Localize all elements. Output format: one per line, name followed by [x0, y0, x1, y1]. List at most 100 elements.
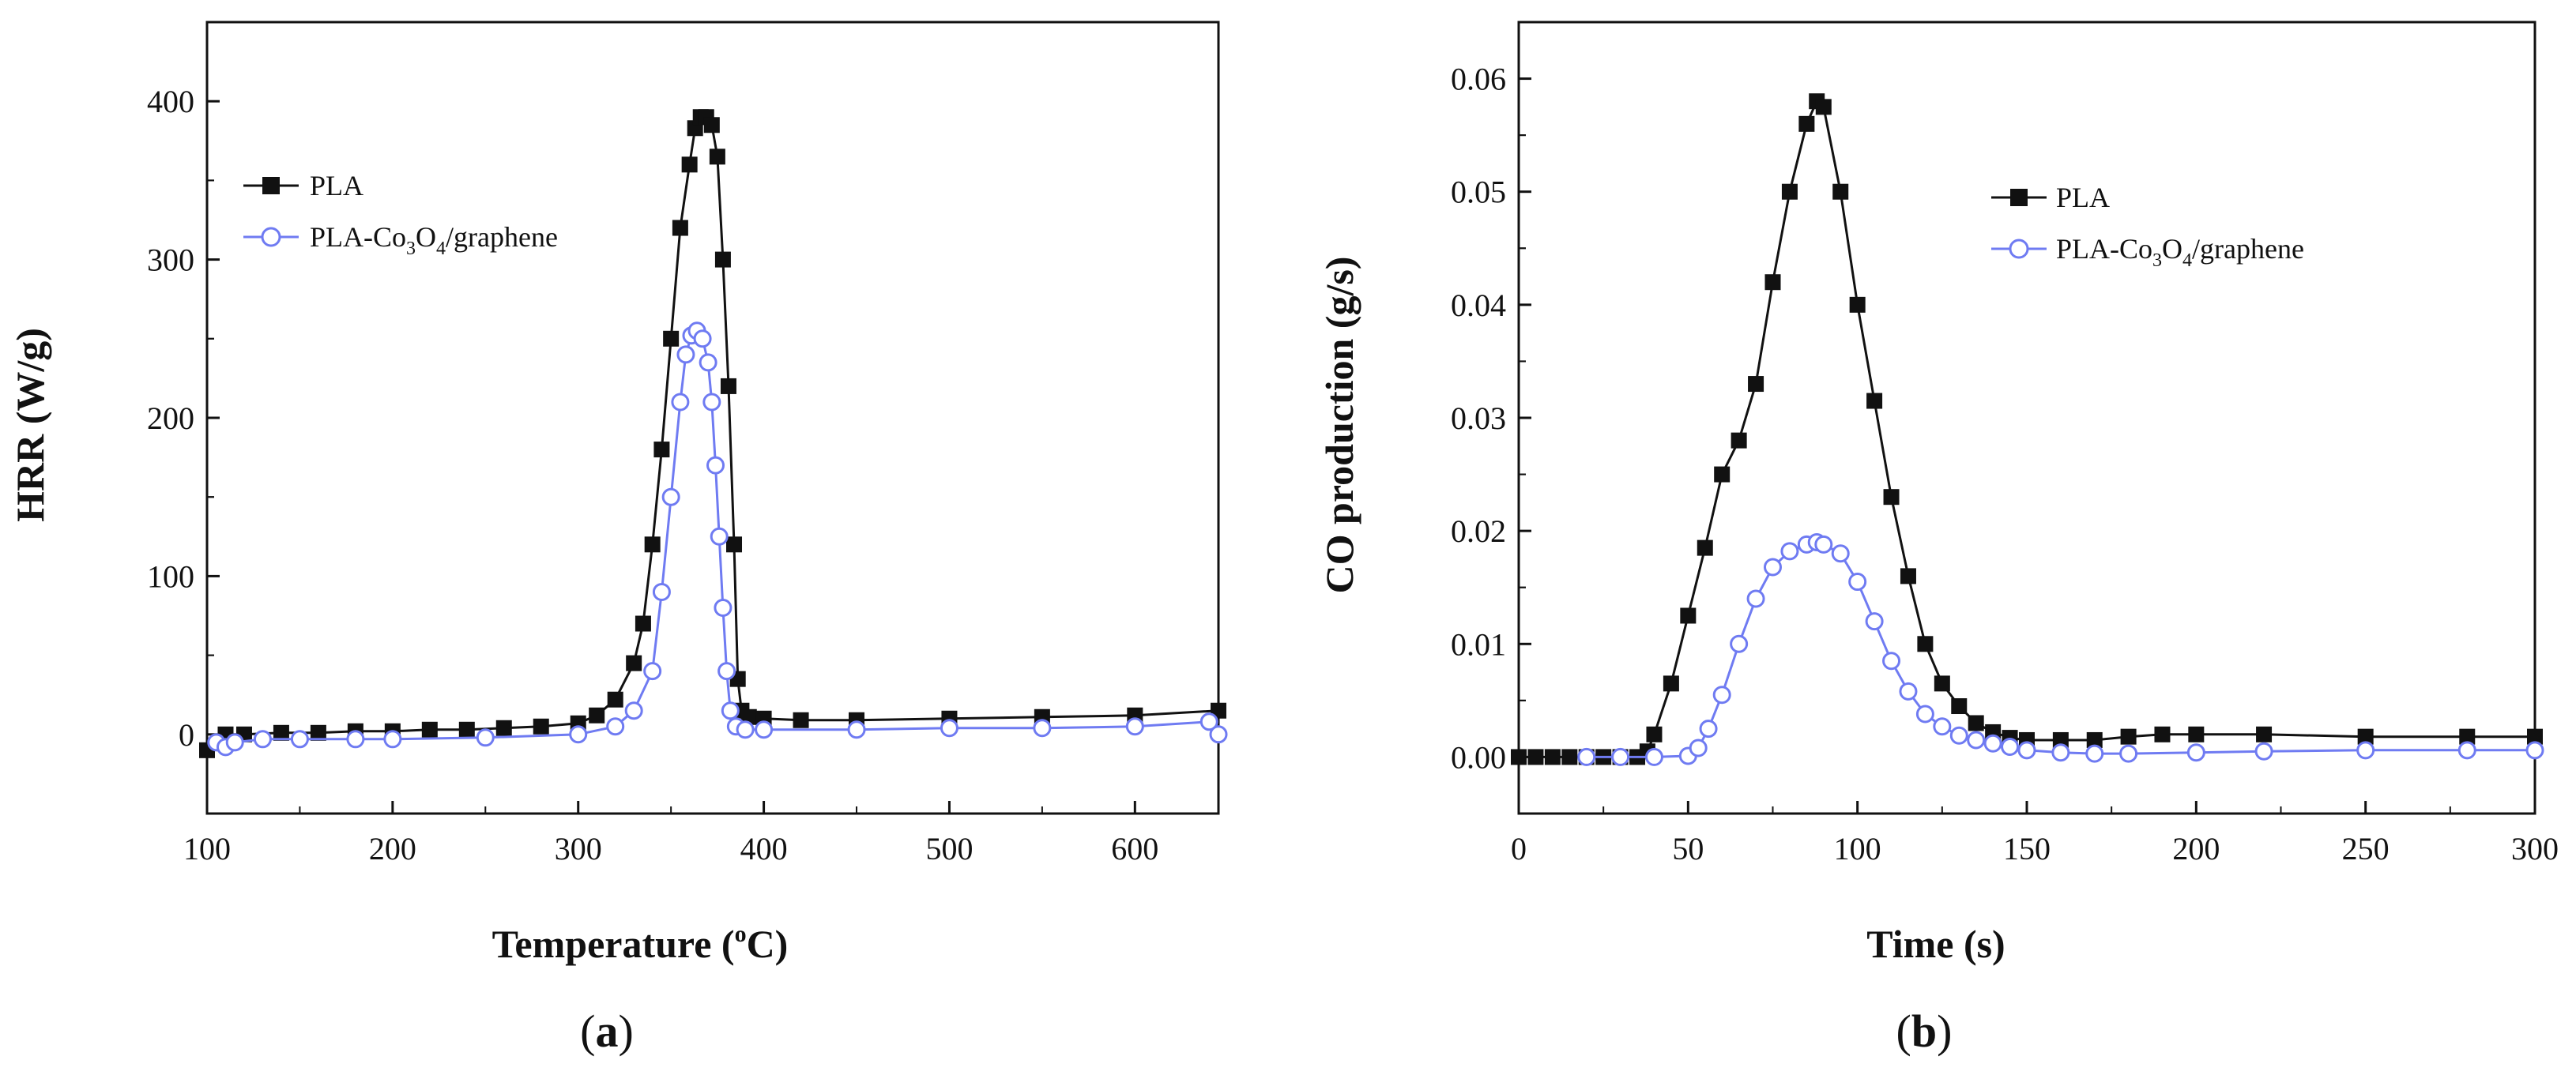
panel-b-point-pla-co3o4-graphene [1814, 535, 1833, 554]
panel-b-x-tick-label: 50 [1672, 831, 1704, 866]
panel-b-point-pla [2154, 726, 2171, 742]
panel-a-series [199, 109, 1228, 758]
panel-b-point-pla-co3o4-graphene [1967, 731, 1986, 750]
panel-b-point-pla [1781, 183, 1798, 200]
panel-a-point-pla [495, 720, 512, 736]
panel-a-point-pla [726, 536, 743, 553]
panel-b-y-tick-label: 0.02 [1451, 513, 1506, 549]
panel-a-point-pla-co3o4-graphene [476, 728, 495, 747]
panel-a-point-pla-co3o4-graphene [693, 329, 712, 348]
panel-a-legend-marker-pla [262, 177, 280, 194]
panel-b-point-pla [1663, 675, 1679, 692]
panel-b-legend-label-part-3: /graphene [2192, 233, 2304, 265]
panel-b-legend-label-pla: PLA [2056, 182, 2110, 213]
panel-b-point-pla [1731, 432, 1747, 449]
panel-b-point-pla [1866, 393, 1883, 409]
panel-a-point-pla [793, 712, 809, 728]
panel-a-legend-label-part-3: /graphene [446, 221, 558, 253]
panel-a-point-pla-co3o4-graphene [569, 725, 588, 744]
panel-a-point-pla-co3o4-graphene [721, 701, 740, 720]
panel-a-caption-open: ( [580, 1005, 595, 1057]
panel-b-point-pla-co3o4-graphene [1712, 686, 1731, 705]
panel-b-x-tick-label: 200 [2172, 831, 2220, 866]
panel-a: 100 200 300 400 500 600 0 100 200 300 400 HRR (W/g… [8, 21, 1228, 1057]
panel-a-point-pla-co3o4-graphene [225, 733, 244, 752]
panel-a-point-pla-co3o4-graphene [1199, 712, 1218, 731]
panel-b-legend-label-part-1: PLA-Co [2056, 233, 2152, 265]
panel-b-point-pla [2120, 728, 2137, 745]
panel-a-point-pla-co3o4-graphene [706, 456, 725, 475]
panel-b-point-pla [1798, 115, 1815, 132]
panel-a-y-tick-label: 400 [147, 84, 194, 119]
panel-a-point-pla-co3o4-graphene [1033, 719, 1052, 738]
panel-b-point-pla-co3o4-graphene [2017, 741, 2036, 760]
panel-a-point-pla-co3o4-graphene [717, 662, 736, 681]
panel-b-point-pla [1511, 749, 1527, 765]
panel-a-point-pla [720, 378, 736, 394]
panel-a-y-axis-title: HRR (W/g) [8, 328, 52, 522]
panel-b-point-pla [2052, 731, 2069, 748]
panel-a-legend-label-sub-2: 4 [436, 239, 446, 259]
panel-b-point-pla-co3o4-graphene [2525, 741, 2544, 760]
panel-b-point-pla [1764, 274, 1781, 291]
panel-b-y-tick-label: 0.01 [1451, 626, 1506, 662]
panel-b-x-tick-label: 250 [2342, 831, 2390, 866]
panel-b-point-pla [1646, 726, 1663, 742]
panel-b-series [1511, 93, 2544, 766]
panel-b-point-pla-co3o4-graphene [1644, 747, 1663, 766]
panel-b-point-pla [1748, 376, 1764, 393]
panel-a-point-pla-co3o4-graphene [699, 353, 717, 372]
panel-a-legend-label-pla-text: PLA [310, 170, 363, 201]
panel-b-point-pla-co3o4-graphene [1882, 652, 1901, 671]
panel-b-legend-label-part-2: O [2162, 233, 2182, 265]
panel-a-point-pla-co3o4-graphene [710, 527, 729, 546]
panel-b-point-pla-co3o4-graphene [2186, 743, 2205, 762]
panel-b-point-pla [1544, 749, 1561, 765]
panel-a-point-pla [714, 251, 731, 268]
panel-b-point-pla [2527, 728, 2543, 745]
panel-b-point-pla-co3o4-graphene [1831, 544, 1850, 563]
panel-a-point-pla-co3o4-graphene [755, 720, 774, 739]
panel-a-series-pla-co3o4-graphene [207, 321, 1228, 757]
panel-a-caption-close: ) [619, 1005, 634, 1057]
panel-a-point-pla-co3o4-graphene [383, 730, 402, 749]
panel-a-point-pla-co3o4-graphene [652, 582, 671, 601]
panel-a-point-pla [635, 615, 651, 632]
panel-b-x-tick-label: 150 [2003, 831, 2051, 866]
panel-a-point-pla [681, 156, 698, 173]
panel-b-point-pla [2459, 728, 2476, 745]
panel-b-y-axis-title: CO production (g/s) [1317, 257, 1361, 594]
panel-b-point-pla [2188, 726, 2205, 742]
panel-b-y-tick-label: 0.06 [1451, 62, 1506, 97]
panel-a-point-pla-co3o4-graphene [714, 598, 733, 617]
panel-a-x-axis-title-degree: o [735, 921, 747, 947]
panel-b-point-pla-co3o4-graphene [1611, 747, 1630, 766]
panel-a-y-tick-label: 300 [147, 242, 194, 278]
panel-a-y-tick-label: 0 [179, 717, 194, 753]
panel-b-y-tick-label: 0.00 [1451, 739, 1506, 775]
panel-a-legend-label-pla: PLA [310, 170, 363, 201]
panel-a-point-pla [703, 117, 720, 133]
panel-b-legend: PLA PLA-Co3O4/graphene [1991, 182, 2304, 271]
panel-a-caption: (a) [580, 1005, 634, 1057]
panel-b-point-pla-co3o4-graphene [1699, 720, 1718, 739]
panel-b-point-pla-co3o4-graphene [1865, 612, 1884, 631]
panel-a-x-tick-label: 100 [183, 831, 231, 866]
panel-b-caption: (b) [1896, 1005, 1953, 1057]
panel-b-legend-label-pla-text: PLA [2056, 182, 2110, 213]
panel-b-caption-letter: b [1911, 1005, 1937, 1057]
panel-a-point-pla [310, 724, 326, 741]
panel-b-point-pla-co3o4-graphene [1933, 717, 1952, 736]
panel-a-x-axis-title: Temperature (oC) [492, 921, 789, 966]
panel-a-point-pla-co3o4-graphene [661, 487, 680, 506]
panel-b-point-pla-co3o4-graphene [1746, 589, 1765, 608]
panel-a-point-pla [273, 724, 289, 741]
panel-b-point-pla-co3o4-graphene [2085, 744, 2104, 763]
panel-b-point-pla [1561, 749, 1578, 765]
panel-b-legend-marker-pla [2010, 189, 2028, 206]
panel-a-legend-label-pla-co3o4-graphene: PLA-Co3O4/graphene [310, 221, 558, 259]
panel-b-point-pla-co3o4-graphene [1949, 726, 1968, 745]
panel-b-y-tick-label: 0.03 [1451, 400, 1506, 436]
panel-b-x-tick-label: 300 [2511, 831, 2559, 866]
